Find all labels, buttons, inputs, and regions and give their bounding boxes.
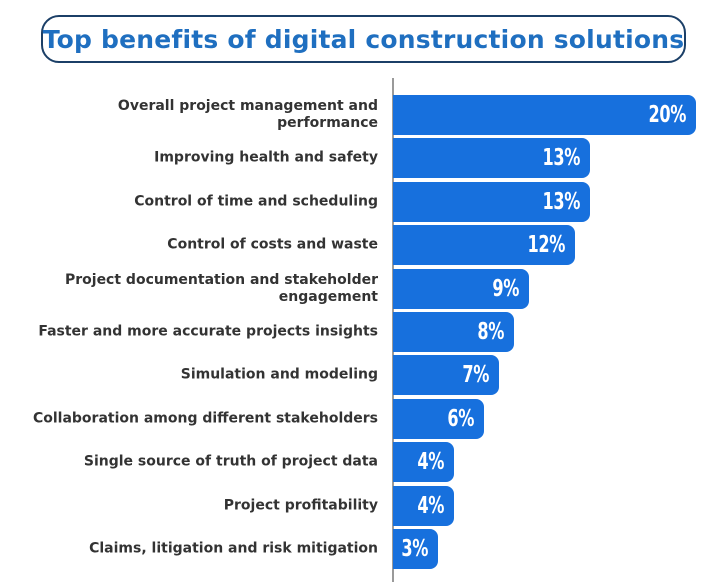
chart-title: Top benefits of digital construction sol…	[42, 24, 685, 54]
bar	[393, 442, 454, 483]
bar-value-label: 7%	[462, 362, 490, 389]
category-label: Single source of truth of project data	[83, 453, 378, 470]
bar-value-label: 8%	[477, 319, 505, 345]
bar-value-label: 13%	[542, 145, 580, 172]
bar	[393, 268, 530, 309]
category-label: Collaboration among different stakeholde…	[32, 410, 378, 427]
category-label: Control of costs and waste	[167, 236, 378, 253]
category-label: Project profitability	[223, 497, 378, 514]
category-label: Claims, litigation and risk mitigation	[89, 540, 378, 557]
chart-title-box: Top benefits of digital construction sol…	[41, 15, 686, 63]
bar-value-label: 6%	[447, 405, 474, 432]
bar	[393, 95, 696, 135]
bar-value-label: 13%	[542, 188, 580, 215]
bar	[393, 312, 515, 352]
bar-value-label: 4%	[416, 492, 444, 519]
category-label: Project documentation and stakeholder en…	[64, 271, 378, 305]
bar-value-label: 20%	[648, 102, 687, 128]
category-label: Control of time and scheduling	[134, 193, 378, 210]
bar	[393, 181, 590, 222]
bar-value-label: 4%	[416, 449, 444, 476]
category-label: Faster and more accurate projects insigh…	[38, 323, 378, 340]
bar	[393, 529, 439, 569]
bar-value-label: 3%	[401, 536, 429, 562]
category-label: Improving health and safety	[154, 149, 378, 166]
category-label: Overall project management and performan…	[117, 98, 378, 131]
bar	[393, 355, 500, 396]
bar	[393, 485, 454, 526]
bar	[393, 225, 575, 266]
bar-value-label: 9%	[492, 275, 520, 302]
bar-value-label: 12%	[527, 232, 565, 259]
bar	[393, 398, 484, 439]
category-label: Simulation and modeling	[180, 366, 378, 383]
bar	[393, 138, 590, 179]
